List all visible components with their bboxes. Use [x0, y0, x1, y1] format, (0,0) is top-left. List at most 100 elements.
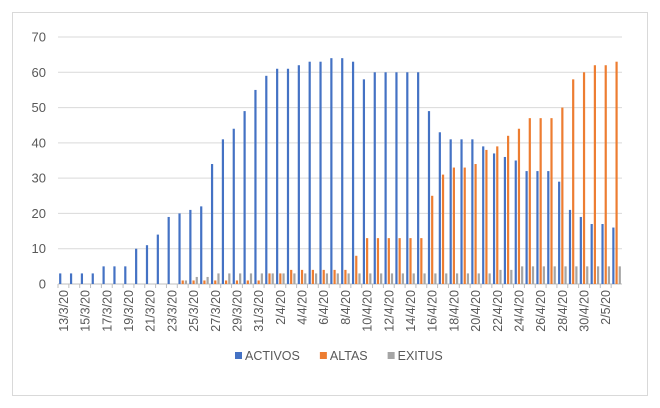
bar-exitus: [575, 266, 578, 284]
x-tick-label: 2/5/20: [599, 290, 613, 325]
bar-activos: [384, 72, 387, 285]
legend-swatch-exitus: [387, 352, 395, 359]
bar-altas: [582, 72, 586, 285]
chart-frame: [12, 12, 648, 396]
bar-activos: [221, 139, 225, 284]
x-tick-label: 10/4/20: [361, 290, 375, 332]
bar-altas: [409, 238, 412, 284]
bar-exitus: [553, 266, 556, 284]
bar-altas: [192, 280, 195, 284]
bar-altas: [203, 280, 206, 284]
bar-exitus: [607, 266, 611, 284]
bar-altas: [387, 238, 390, 284]
bar-altas: [333, 269, 336, 284]
x-tick-label: 28/4/20: [556, 290, 570, 332]
x-tick-label: 16/4/20: [426, 290, 440, 332]
x-tick-label: 21/3/20: [144, 290, 158, 332]
bar-altas: [517, 128, 521, 284]
bar-activos: [124, 266, 127, 284]
bar-exitus: [499, 269, 502, 284]
bar-exitus: [521, 266, 524, 284]
x-tick-label: 2/4/20: [274, 290, 288, 325]
x-tick-label: 6/4/20: [317, 290, 331, 325]
bar-altas: [474, 164, 477, 284]
bar-activos: [178, 213, 181, 284]
bar-exitus: [184, 280, 188, 284]
bar-exitus: [325, 273, 329, 284]
x-tick-label: 15/3/20: [79, 290, 93, 332]
x-tick-label: 27/3/20: [209, 290, 223, 332]
x-tick-label: 29/3/20: [230, 290, 244, 332]
bar-activos: [232, 128, 235, 284]
bar-altas: [528, 118, 531, 285]
bar-activos: [276, 68, 279, 284]
bar-altas: [615, 61, 618, 285]
bar-altas: [376, 238, 380, 284]
x-tick-label: 12/4/20: [382, 290, 396, 332]
bar-activos: [492, 153, 496, 284]
bar-exitus: [455, 273, 459, 284]
bar-altas: [268, 273, 271, 284]
bar-activos: [113, 266, 116, 284]
bar-altas: [550, 118, 553, 285]
x-tick-label: 26/4/20: [534, 290, 548, 332]
bar-activos: [243, 111, 246, 284]
bar-exitus: [510, 269, 513, 284]
x-tick-label: 19/3/20: [122, 290, 136, 332]
bar-activos: [601, 224, 604, 284]
bar-activos: [59, 273, 62, 284]
bar-altas: [572, 79, 575, 284]
x-tick-label: 8/4/20: [339, 290, 353, 325]
bar-activos: [265, 75, 268, 284]
x-tick-label: 23/3/20: [165, 290, 179, 332]
bar-exitus: [314, 273, 318, 284]
y-tick-label: 40: [32, 135, 46, 150]
bar-altas: [485, 149, 488, 284]
y-tick-label: 10: [32, 241, 46, 256]
bar-altas: [539, 118, 542, 285]
x-tick-label: 4/4/20: [296, 290, 310, 325]
bar-activos: [558, 181, 561, 284]
legend-label-exitus: EXITUS: [398, 349, 443, 363]
bar-exitus: [260, 273, 263, 284]
bar-exitus: [304, 273, 307, 284]
bar-activos: [395, 72, 398, 285]
bar-exitus: [347, 273, 350, 284]
bar-activos: [156, 234, 159, 284]
bar-activos: [417, 72, 420, 285]
bar-altas: [181, 280, 184, 284]
bar-exitus: [369, 273, 372, 284]
bar-exitus: [596, 266, 600, 284]
x-tick-label: 31/3/20: [252, 290, 266, 332]
bar-altas: [463, 167, 466, 284]
bar-exitus: [401, 273, 404, 284]
bar-exitus: [488, 273, 491, 284]
x-tick-label: 24/4/20: [512, 290, 526, 332]
bar-activos: [145, 245, 149, 284]
bar-activos: [167, 216, 170, 284]
bar-altas: [290, 269, 293, 284]
bar-activos: [449, 139, 452, 284]
bar-exitus: [434, 273, 437, 284]
bar-activos: [135, 248, 138, 284]
bar-exitus: [618, 266, 621, 284]
bar-altas: [355, 255, 358, 284]
bar-altas: [398, 238, 401, 284]
bar-altas: [311, 269, 314, 284]
bar-altas: [214, 280, 217, 284]
bar-exitus: [586, 266, 589, 284]
bar-exitus: [336, 273, 339, 284]
bar-altas: [561, 107, 564, 284]
bar-exitus: [239, 273, 242, 284]
bar-exitus: [477, 273, 480, 284]
bar-exitus: [271, 273, 274, 284]
bar-activos: [319, 61, 322, 285]
bar-activos: [254, 89, 257, 284]
y-tick-label: 20: [32, 206, 46, 221]
bar-altas: [420, 238, 423, 284]
bar-altas: [257, 280, 260, 284]
bar-exitus: [293, 273, 296, 284]
bar-exitus: [380, 273, 383, 284]
bar-activos: [438, 132, 441, 284]
